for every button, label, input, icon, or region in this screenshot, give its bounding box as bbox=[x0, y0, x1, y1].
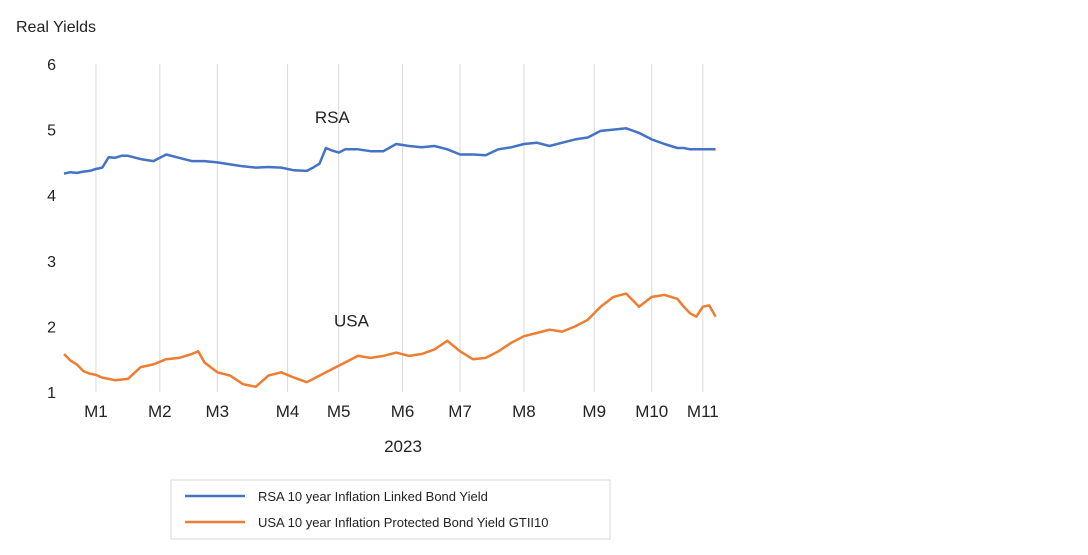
x-tick-label: M4 bbox=[276, 402, 300, 421]
x-tick-label: M11 bbox=[687, 402, 719, 421]
x-tick-label: M1 bbox=[84, 402, 108, 421]
legend: RSA 10 year Inflation Linked Bond Yield … bbox=[170, 479, 611, 540]
series-lines bbox=[63, 127, 717, 389]
x-tick-label: M2 bbox=[148, 402, 172, 421]
legend-label-usa: USA 10 year Inflation Protected Bond Yie… bbox=[258, 515, 549, 530]
x-tick-label: M6 bbox=[391, 402, 415, 421]
x-tick-label: M5 bbox=[327, 402, 351, 421]
x-tick-label: M7 bbox=[448, 402, 472, 421]
annotation-rsa: RSA bbox=[315, 108, 351, 127]
x-tick-label: M8 bbox=[512, 402, 536, 421]
series-line-rsa bbox=[63, 127, 716, 175]
y-axis-label: Real Yields bbox=[16, 19, 96, 36]
legend-label-rsa: RSA 10 year Inflation Linked Bond Yield bbox=[258, 489, 488, 504]
y-axis-ticks: 1 2 3 4 5 6 bbox=[47, 57, 56, 402]
y-tick-label: 3 bbox=[47, 254, 56, 271]
vertical-grid bbox=[95, 64, 704, 392]
y-tick-label: 6 bbox=[47, 57, 56, 74]
y-tick-label: 5 bbox=[47, 123, 56, 140]
y-tick-label: 1 bbox=[47, 385, 56, 402]
x-axis-label: 2023 bbox=[384, 437, 422, 456]
y-tick-label: 2 bbox=[47, 319, 56, 336]
x-tick-label: M10 bbox=[635, 402, 668, 421]
annotation-usa: USA bbox=[334, 311, 370, 330]
series-line-usa bbox=[63, 292, 717, 389]
y-tick-label: 4 bbox=[47, 188, 56, 205]
x-axis-ticks: M1 M2 M3 M4 M5 M6 M7 M8 M9 M10 M11 bbox=[84, 402, 719, 421]
x-tick-label: M3 bbox=[206, 402, 230, 421]
legend-box bbox=[170, 479, 611, 540]
series-annotations: RSA USA bbox=[315, 108, 370, 330]
x-tick-label: M9 bbox=[582, 402, 606, 421]
